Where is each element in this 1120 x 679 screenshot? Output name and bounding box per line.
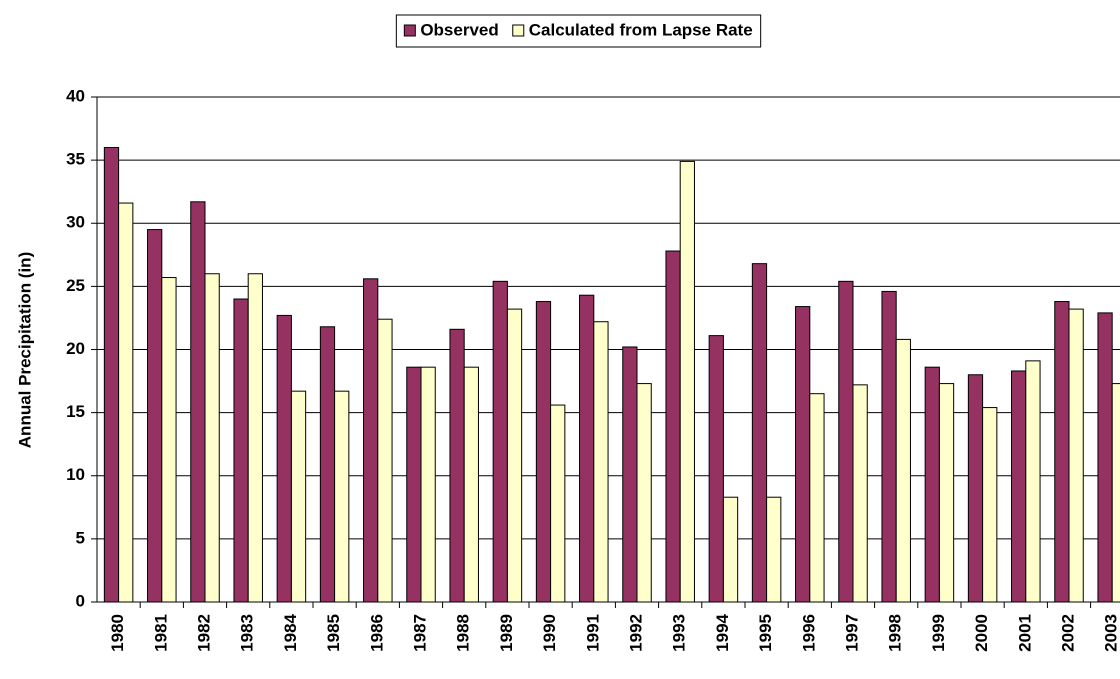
bar <box>103 147 120 603</box>
y-tick-label: 20 <box>66 339 85 358</box>
bar <box>535 301 552 603</box>
bar <box>492 280 508 603</box>
y-tick-label: 0 <box>76 591 85 610</box>
x-tick-label: 1993 <box>670 614 689 652</box>
x-tick-label: 1995 <box>756 614 775 652</box>
bar <box>334 390 350 603</box>
bar <box>838 280 854 603</box>
bar <box>190 201 206 603</box>
x-tick-label: 1988 <box>454 614 473 652</box>
x-tick-label: 1997 <box>842 614 861 652</box>
bar <box>118 202 134 603</box>
x-tick-label: 1984 <box>281 613 300 651</box>
bar <box>290 390 307 603</box>
bar <box>579 294 595 603</box>
bar <box>679 160 695 603</box>
bar <box>550 404 566 603</box>
x-tick-label: 1985 <box>324 614 343 652</box>
x-tick-label: 1992 <box>626 614 645 652</box>
y-tick-label: 15 <box>66 402 85 421</box>
bar <box>593 321 609 603</box>
bar <box>795 306 811 603</box>
bar <box>708 335 724 603</box>
y-tick-label: 35 <box>66 150 85 169</box>
bar <box>204 273 220 603</box>
bar <box>233 298 249 603</box>
bar <box>276 314 292 603</box>
x-tick-label: 1999 <box>929 614 948 652</box>
bar <box>247 273 263 603</box>
y-tick-label: 10 <box>66 465 85 484</box>
y-tick-label: 30 <box>66 213 85 232</box>
bar <box>1011 370 1027 603</box>
bar <box>1111 383 1120 603</box>
bar <box>967 374 984 603</box>
bar <box>406 366 422 603</box>
bar <box>722 496 739 603</box>
bar <box>377 318 393 603</box>
x-tick-label: 1989 <box>497 614 516 652</box>
x-tick-label: 1981 <box>151 614 170 652</box>
bar <box>161 277 177 603</box>
bar <box>1025 360 1041 603</box>
bar <box>420 366 436 603</box>
x-tick-label: 1990 <box>540 614 559 652</box>
bar <box>1068 308 1084 603</box>
bar <box>924 366 940 603</box>
x-tick-label: 1986 <box>367 614 386 652</box>
bar <box>852 384 868 603</box>
bar <box>1054 301 1070 603</box>
x-tick-label: 2001 <box>1015 614 1034 652</box>
x-tick-label: 2002 <box>1058 614 1077 652</box>
x-tick-label: 1980 <box>108 614 127 652</box>
y-axis-label: Annual Precipitation (in) <box>15 252 34 448</box>
bar <box>982 407 998 603</box>
x-tick-label: 1982 <box>194 614 213 652</box>
bar <box>319 326 336 603</box>
x-tick-label: 1991 <box>583 614 602 652</box>
bar <box>809 393 825 603</box>
bar <box>766 496 782 603</box>
bar <box>751 263 768 603</box>
bar <box>147 229 163 603</box>
y-tick-label: 40 <box>66 86 85 105</box>
legend-swatch <box>512 24 525 37</box>
bar <box>506 308 523 603</box>
bar <box>449 328 465 603</box>
bar <box>938 383 955 603</box>
bar <box>622 346 638 603</box>
x-tick-label: 1998 <box>886 614 905 652</box>
x-tick-label: 2003 <box>1102 614 1120 652</box>
x-tick-label: 1983 <box>238 614 257 652</box>
bar <box>881 290 897 603</box>
bar <box>1097 312 1113 603</box>
y-tick-label: 5 <box>76 528 85 547</box>
y-tick-label: 25 <box>66 276 85 295</box>
bar <box>665 250 681 603</box>
legend-label: Observed <box>420 20 498 39</box>
bar <box>463 366 479 603</box>
bar <box>363 278 379 603</box>
legend-label: Calculated from Lapse Rate <box>529 20 753 39</box>
x-tick-label: 1994 <box>713 613 732 651</box>
legend: Observed Calculated from Lapse Rate <box>395 14 762 48</box>
x-tick-label: 1987 <box>410 614 429 652</box>
bar <box>636 383 652 603</box>
legend-box <box>395 14 762 48</box>
x-tick-label: 1996 <box>799 614 818 652</box>
bar <box>895 338 911 603</box>
x-tick-label: 2000 <box>972 614 991 652</box>
legend-swatch <box>403 24 416 37</box>
